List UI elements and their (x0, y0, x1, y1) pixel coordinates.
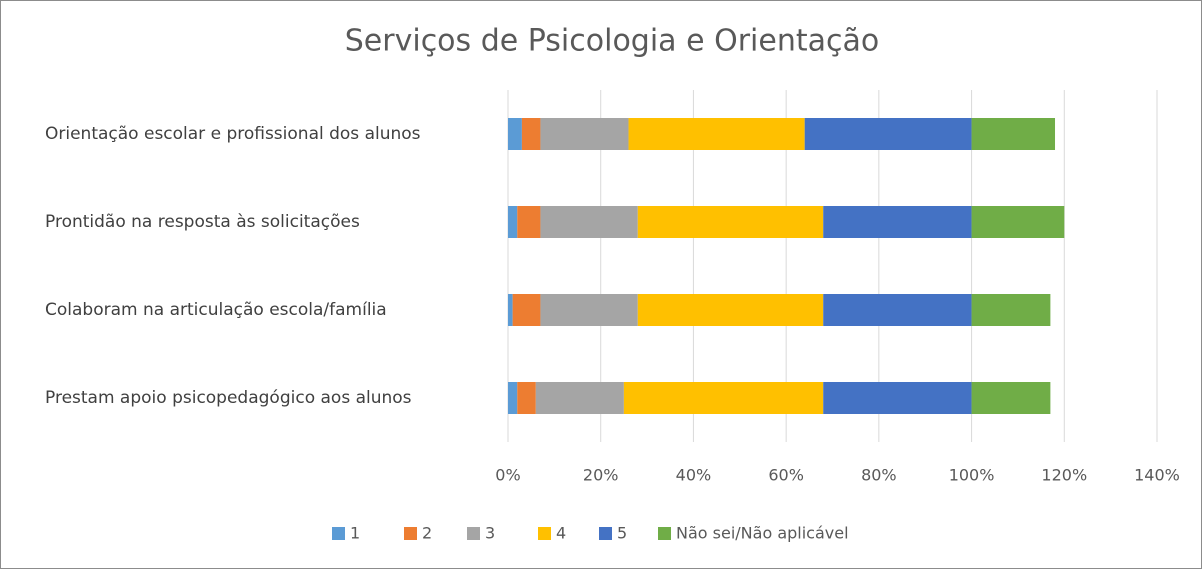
chart-title: Serviços de Psicologia e Orientação (345, 24, 879, 59)
bar-segment (823, 294, 972, 326)
bar-segment (637, 206, 824, 238)
legend-swatch (658, 527, 671, 540)
x-tick-label: 40% (676, 466, 712, 485)
legend-swatch (467, 527, 480, 540)
bar-segment (637, 294, 824, 326)
legend-label: 5 (617, 524, 627, 543)
x-tick-label: 100% (949, 466, 995, 485)
legend-swatch (332, 527, 345, 540)
bar-segment (508, 294, 513, 326)
x-tick-label: 80% (861, 466, 897, 485)
bar-segment (623, 382, 824, 414)
bar-segment (521, 118, 541, 150)
legend-swatch (404, 527, 417, 540)
bar-segment (971, 382, 1051, 414)
x-tick-label: 60% (768, 466, 804, 485)
bar-segment (508, 118, 522, 150)
legend-swatch (538, 527, 551, 540)
x-tick-label: 120% (1041, 466, 1087, 485)
x-tick-label: 140% (1134, 466, 1180, 485)
legend-label: 1 (350, 524, 360, 543)
bar-segment (971, 206, 1065, 238)
bar-segment (517, 206, 541, 238)
bar-segment (540, 206, 638, 238)
bar-segment (508, 382, 518, 414)
bar-segment (512, 294, 541, 326)
bar-segment (540, 294, 638, 326)
legend-label: 2 (422, 524, 432, 543)
legend-label: Não sei/Não aplicável (676, 524, 849, 543)
bar-segment (804, 118, 972, 150)
bar-segment (971, 294, 1051, 326)
bar-segment (823, 206, 972, 238)
x-tick-label: 0% (495, 466, 520, 485)
bar-segment (540, 118, 629, 150)
legend-label: 4 (556, 524, 566, 543)
y-tick-label: Prontidão na resposta às solicitações (45, 212, 360, 232)
x-tick-label: 20% (583, 466, 619, 485)
legend-swatch (599, 527, 612, 540)
bar-segment (971, 118, 1056, 150)
y-tick-label: Prestam apoio psicopedagógico aos alunos (45, 388, 412, 408)
bar-segment (535, 382, 624, 414)
bar-segment (517, 382, 536, 414)
bar-segment (823, 382, 972, 414)
y-tick-label: Colaboram na articulação escola/família (45, 300, 387, 320)
bar-segment (628, 118, 805, 150)
bar-segment (508, 206, 518, 238)
y-tick-label: Orientação escolar e profissional dos al… (45, 124, 421, 144)
legend-label: 3 (485, 524, 495, 543)
